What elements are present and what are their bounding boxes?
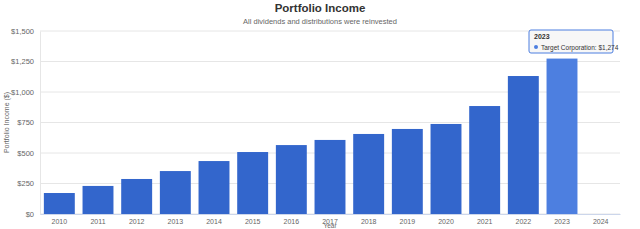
y-tick-label: $0 <box>26 210 34 219</box>
x-axis-title: Year <box>323 222 337 229</box>
y-tick: $1,500 <box>11 27 40 36</box>
y-axis: $0 $250 $500 $750 $1,000 $1,250 $1,500 <box>11 27 40 219</box>
title: Portfolio Income <box>275 2 366 14</box>
y-tick-label: $500 <box>17 149 34 158</box>
y-tick: $250 <box>17 179 40 188</box>
bar[interactable] <box>160 171 191 214</box>
bar[interactable] <box>83 186 114 214</box>
x-tick: 2016 <box>284 214 300 225</box>
y-tick-label: $1,500 <box>11 27 34 36</box>
x-tick-label: 2010 <box>52 218 68 225</box>
x-tick-label: 2016 <box>284 218 300 225</box>
y-axis-line <box>40 32 41 215</box>
x-tick-label: 2018 <box>361 218 377 225</box>
bars <box>44 59 578 214</box>
x-tick-label: 2019 <box>400 218 416 225</box>
y-axis-title: Portfolio Income ($) <box>3 92 11 153</box>
x-tick: 2013 <box>168 214 184 225</box>
x-tick-label: 2014 <box>206 218 222 225</box>
x-tick: 2022 <box>516 214 532 225</box>
bar[interactable] <box>547 59 578 214</box>
bar[interactable] <box>353 134 384 214</box>
chart: Portfolio Income All dividends and distri… <box>0 0 640 229</box>
y-tick: $500 <box>17 149 40 158</box>
x-tick: 2024 <box>593 214 609 225</box>
x-tick-label: 2021 <box>477 218 493 225</box>
x-tick: 2015 <box>245 214 261 225</box>
tooltip-text: Target Corporation: $1,274 <box>541 44 619 52</box>
y-tick: $1,250 <box>11 57 40 66</box>
x-tick: 2018 <box>361 214 377 225</box>
bar[interactable] <box>508 76 539 214</box>
tooltip: 2023 Target Corporation: $1,274 <box>529 30 619 53</box>
x-tick-label: 2023 <box>554 218 570 225</box>
x-tick: 2011 <box>90 214 105 225</box>
y-tick: $0 <box>26 210 40 219</box>
y-tick-label: $250 <box>17 179 34 188</box>
x-tick-label: 2013 <box>168 218 184 225</box>
y-tick-label: $1,000 <box>11 88 34 97</box>
x-axis-line <box>41 214 621 215</box>
bar[interactable] <box>121 179 152 214</box>
x-tick-label: 2020 <box>438 218 454 225</box>
x-tick: 2019 <box>400 214 416 225</box>
grid <box>40 31 620 214</box>
bar[interactable] <box>44 193 75 214</box>
bar[interactable] <box>431 124 462 214</box>
x-tick: 2014 <box>206 214 222 225</box>
grid-line <box>40 61 620 62</box>
x-tick-label: 2022 <box>516 218 532 225</box>
bar[interactable] <box>237 152 268 214</box>
y-tick-label: $1,250 <box>11 57 34 66</box>
x-tick: 2020 <box>438 214 454 225</box>
bar[interactable] <box>392 129 423 214</box>
x-tick-label: 2024 <box>593 218 609 225</box>
y-tick: $750 <box>17 118 40 127</box>
x-tick: 2023 <box>554 214 570 225</box>
bar[interactable] <box>276 145 307 214</box>
x-tick-label: 2012 <box>129 218 145 225</box>
x-tick: 2021 <box>477 214 493 225</box>
y-tick: $1,000 <box>11 88 40 97</box>
y-tick-label: $750 <box>17 118 34 127</box>
subtitle: All dividends and distributions were rei… <box>243 17 397 26</box>
bar[interactable] <box>315 140 346 214</box>
x-tick-label: 2011 <box>90 218 105 225</box>
bar[interactable] <box>469 106 500 214</box>
x-tick: 2010 <box>52 214 68 225</box>
x-tick: 2012 <box>129 214 145 225</box>
tooltip-title: 2023 <box>534 33 550 40</box>
tooltip-marker <box>534 45 538 49</box>
x-tick-label: 2015 <box>245 218 261 225</box>
bar[interactable] <box>199 161 230 214</box>
